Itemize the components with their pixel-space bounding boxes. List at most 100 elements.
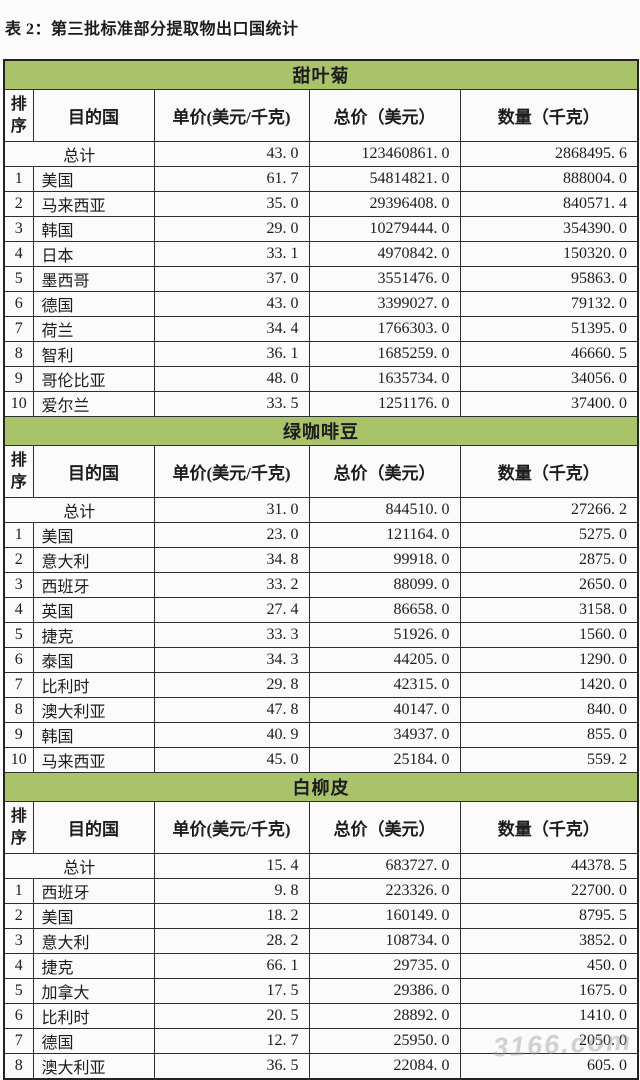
country-cell: 英国 <box>32 597 155 623</box>
column-header: 数量（千克） <box>459 89 639 142</box>
total-price-cell: 99918. 0 <box>308 547 461 573</box>
total-price-cell: 51926. 0 <box>308 622 461 648</box>
quantity-cell: 3158. 0 <box>459 597 639 623</box>
unit-price-cell: 35. 0 <box>153 191 310 217</box>
unit-price-cell: 66. 1 <box>153 953 310 979</box>
country-cell: 西班牙 <box>32 878 155 904</box>
quantity-cell: 2868495. 6 <box>459 141 639 167</box>
total-price-cell: 22084. 0 <box>308 1053 461 1080</box>
country-cell: 爱尔兰 <box>32 391 155 417</box>
section-title: 绿咖啡豆 <box>3 416 639 446</box>
total-price-cell: 54814821. 0 <box>308 166 461 192</box>
rank-cell: 10 <box>3 391 34 417</box>
quantity-cell: 150320. 0 <box>459 241 639 267</box>
quantity-cell: 1410. 0 <box>459 1003 639 1029</box>
quantity-cell: 1290. 0 <box>459 647 639 673</box>
rank-cell: 6 <box>3 647 34 673</box>
table-row: 1 美国 23. 0 121164. 0 5275. 0 <box>3 522 639 548</box>
export-statistics-table: 甜叶菊 排序 目的国 单价(美元/千克) 总价（美元） 数量（千克） 总计 43. 0 1234… <box>3 59 640 1080</box>
unit-price-cell: 27. 4 <box>153 597 310 623</box>
unit-price-cell: 29. 0 <box>153 216 310 242</box>
rank-cell: 4 <box>3 241 34 267</box>
total-price-cell: 1766303. 0 <box>308 316 461 342</box>
unit-price-cell: 18. 2 <box>153 903 310 929</box>
table-row: 3 意大利 28. 2 108734. 0 3852. 0 <box>3 928 639 954</box>
rank-cell: 5 <box>3 266 34 292</box>
unit-price-cell: 40. 9 <box>153 722 310 748</box>
total-price-cell: 3551476. 0 <box>308 266 461 292</box>
country-cell: 马来西亚 <box>32 747 155 773</box>
table-row: 9 韩国 40. 9 34937. 0 855. 0 <box>3 722 639 748</box>
table-row: 6 泰国 34. 3 44205. 0 1290. 0 <box>3 647 639 673</box>
total-label: 总计 <box>3 141 155 167</box>
table-row: 10 马来西亚 45. 0 25184. 0 559. 2 <box>3 747 639 773</box>
country-cell: 加拿大 <box>32 978 155 1004</box>
country-cell: 墨西哥 <box>32 266 155 292</box>
table-row: 5 墨西哥 37. 0 3551476. 0 95863. 0 <box>3 266 639 292</box>
section-title: 甜叶菊 <box>3 59 639 90</box>
total-price-cell: 29396408. 0 <box>308 191 461 217</box>
rank-cell: 3 <box>3 928 34 954</box>
table-row: 6 德国 43. 0 3399027. 0 79132. 0 <box>3 291 639 317</box>
unit-price-cell: 36. 1 <box>153 341 310 367</box>
total-price-cell: 683727. 0 <box>308 853 461 879</box>
rank-cell: 7 <box>3 1028 34 1054</box>
table-row: 7 德国 12. 7 25950. 0 2050. 0 <box>3 1028 639 1054</box>
rank-cell: 5 <box>3 978 34 1004</box>
quantity-cell: 2050. 0 <box>459 1028 639 1054</box>
quantity-cell: 5275. 0 <box>459 522 639 548</box>
column-header: 总价（美元） <box>308 801 461 854</box>
rank-cell: 7 <box>3 316 34 342</box>
rank-cell: 3 <box>3 572 34 598</box>
quantity-cell: 1560. 0 <box>459 622 639 648</box>
total-price-cell: 223326. 0 <box>308 878 461 904</box>
table-row: 8 智利 36. 1 1685259. 0 46660. 5 <box>3 341 639 367</box>
unit-price-cell: 37. 0 <box>153 266 310 292</box>
unit-price-cell: 23. 0 <box>153 522 310 548</box>
total-price-cell: 4970842. 0 <box>308 241 461 267</box>
section-bar: 甜叶菊 <box>3 59 639 90</box>
quantity-cell: 34056. 0 <box>459 366 639 392</box>
unit-price-cell: 9. 8 <box>153 878 310 904</box>
table-row: 4 捷克 66. 1 29735. 0 450. 0 <box>3 953 639 979</box>
country-cell: 美国 <box>32 522 155 548</box>
country-cell: 比利时 <box>32 672 155 698</box>
quantity-cell: 1675. 0 <box>459 978 639 1004</box>
rank-cell: 3 <box>3 216 34 242</box>
quantity-cell: 95863. 0 <box>459 266 639 292</box>
rank-cell: 6 <box>3 1003 34 1029</box>
table-row: 5 捷克 33. 3 51926. 0 1560. 0 <box>3 622 639 648</box>
column-header: 排序 <box>3 445 34 498</box>
quantity-cell: 79132. 0 <box>459 291 639 317</box>
country-cell: 意大利 <box>32 547 155 573</box>
country-cell: 智利 <box>32 341 155 367</box>
total-row: 总计 15. 4 683727. 0 44378. 5 <box>3 853 639 879</box>
column-header: 总价（美元） <box>308 445 461 498</box>
rank-cell: 1 <box>3 166 34 192</box>
export-table-body: 甜叶菊 排序 目的国 单价(美元/千克) 总价（美元） 数量（千克） 总计 43. 0 1234… <box>3 59 639 1080</box>
country-cell: 美国 <box>32 166 155 192</box>
column-header-row: 排序 目的国 单价(美元/千克) 总价（美元） 数量（千克） <box>3 445 639 498</box>
table-row: 7 比利时 29. 8 42315. 0 1420. 0 <box>3 672 639 698</box>
quantity-cell: 8795. 5 <box>459 903 639 929</box>
total-label: 总计 <box>3 497 155 523</box>
quantity-cell: 44378. 5 <box>459 853 639 879</box>
unit-price-cell: 45. 0 <box>153 747 310 773</box>
column-header: 数量（千克） <box>459 801 639 854</box>
country-cell: 马来西亚 <box>32 191 155 217</box>
unit-price-cell: 20. 5 <box>153 1003 310 1029</box>
total-price-cell: 42315. 0 <box>308 672 461 698</box>
section-bar: 白柳皮 <box>3 772 639 802</box>
country-cell: 德国 <box>32 1028 155 1054</box>
rank-cell: 10 <box>3 747 34 773</box>
country-cell: 澳大利亚 <box>32 1053 155 1080</box>
unit-price-cell: 31. 0 <box>153 497 310 523</box>
rank-cell: 4 <box>3 597 34 623</box>
quantity-cell: 888004. 0 <box>459 166 639 192</box>
quantity-cell: 51395. 0 <box>459 316 639 342</box>
column-header: 总价（美元） <box>308 89 461 142</box>
rank-cell: 1 <box>3 522 34 548</box>
quantity-cell: 840. 0 <box>459 697 639 723</box>
unit-price-cell: 12. 7 <box>153 1028 310 1054</box>
section-title: 白柳皮 <box>3 772 639 802</box>
